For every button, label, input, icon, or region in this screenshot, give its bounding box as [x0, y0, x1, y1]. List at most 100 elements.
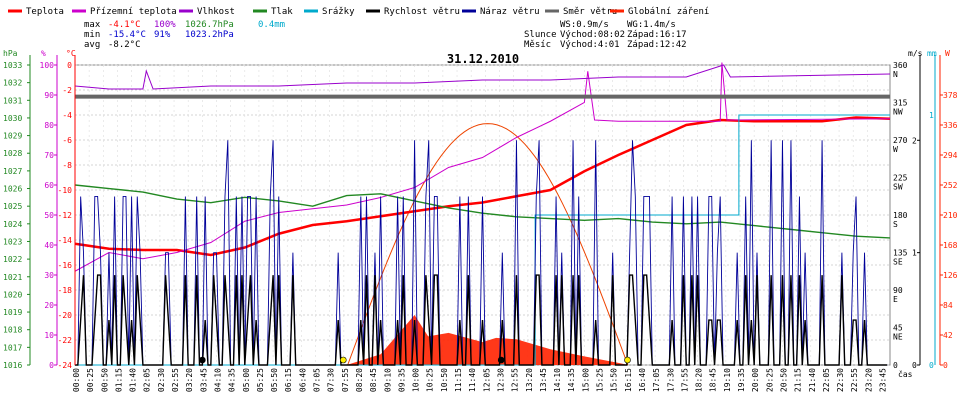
max-hum: 100%: [154, 20, 176, 30]
hpa-tick: 1017: [3, 343, 22, 352]
x-tick: 01:40: [129, 368, 138, 392]
marker-dot: [497, 356, 505, 364]
dir-compass: NW: [893, 108, 903, 117]
x-tick: 19:10: [723, 368, 732, 392]
x-tick: 02:55: [171, 368, 180, 392]
hpa-tick: 1021: [3, 273, 22, 282]
ms-tick: 2: [912, 136, 917, 145]
min-hum: 91%: [154, 30, 171, 40]
pct-tick: 90: [44, 91, 54, 100]
mm-tick: 0: [929, 361, 934, 370]
x-tick: 12:05: [482, 368, 491, 392]
dir-tick: 90: [893, 286, 903, 295]
w-tick: 378: [943, 91, 958, 100]
x-tick: 18:20: [695, 368, 704, 392]
w-tick: 336: [943, 121, 958, 130]
x-tick: 03:45: [199, 368, 208, 392]
ms-axis-label: m/s: [908, 49, 923, 58]
x-tick: 09:10: [383, 368, 392, 392]
x-tick: 02:30: [157, 368, 166, 392]
x-tick: 10:50: [440, 368, 449, 392]
w-tick: 84: [943, 301, 953, 310]
hpa-tick: 1016: [3, 361, 22, 370]
series-vlhkost: [74, 64, 891, 90]
temp-tick: -6: [62, 136, 72, 145]
sun-rise: Východ:08:02: [560, 30, 625, 40]
mm-axis-label: mm: [927, 49, 937, 58]
legend-label: Rychlost větru: [384, 7, 460, 17]
mm-tick: 1: [929, 111, 934, 120]
pct-tick: 100: [40, 61, 55, 70]
x-tick: 17:30: [666, 368, 675, 392]
legend-label: Teplota: [26, 7, 64, 17]
max-label: max: [84, 20, 101, 30]
x-tick: 13:45: [539, 368, 548, 392]
x-tick: 16:40: [638, 368, 647, 392]
w-tick: 168: [943, 241, 958, 250]
dir-compass: S: [893, 220, 898, 229]
x-tick: 13:20: [525, 368, 534, 392]
pct-tick: 80: [44, 121, 54, 130]
x-tick: 15:50: [610, 368, 619, 392]
x-tick: 12:30: [496, 368, 505, 392]
hpa-tick: 1026: [3, 185, 22, 194]
legend-label: Vlhkost: [197, 7, 235, 17]
x-tick: 05:25: [256, 368, 265, 392]
hpa-tick: 1019: [3, 308, 22, 317]
x-tick: 00:50: [100, 368, 109, 392]
moon-label: Měsíc: [524, 40, 551, 50]
x-tick: 20:00: [751, 368, 760, 392]
x-tick: 20:50: [779, 368, 788, 392]
chart-title: 31.12.2010: [447, 52, 519, 66]
hpa-tick: 1032: [3, 79, 22, 88]
pct-tick: 20: [44, 301, 54, 310]
legend-label: Globální záření: [628, 7, 709, 17]
x-tick: 04:35: [228, 368, 237, 392]
w-tick: 252: [943, 181, 958, 190]
x-tick: 07:30: [327, 368, 336, 392]
temp-tick: -10: [58, 186, 73, 195]
dir-tick: 45: [893, 324, 903, 333]
w-tick: 294: [943, 151, 958, 160]
x-tick: 07:05: [313, 368, 322, 392]
hpa-tick: 1029: [3, 132, 22, 141]
hpa-tick: 1031: [3, 96, 22, 105]
x-tick: 00:00: [72, 368, 81, 392]
x-tick: 04:10: [213, 368, 222, 392]
x-tick: 14:10: [553, 368, 562, 392]
wind-speed-info: WS:0.9m/s: [560, 20, 609, 30]
pct-tick: 50: [44, 211, 54, 220]
ms-tick: 0: [912, 361, 917, 370]
series-přízemní-teplota: [74, 62, 891, 272]
w-tick: 0: [943, 361, 948, 370]
pct-tick: 60: [44, 181, 54, 190]
series-rychlost-vetru: [75, 274, 888, 366]
x-tick: 06:15: [284, 368, 293, 392]
min-label: min: [84, 30, 100, 40]
temp-axis-label: °C: [66, 49, 76, 58]
x-tick: 11:40: [468, 368, 477, 392]
pct-tick: 10: [44, 331, 54, 340]
x-tick: 10:25: [426, 368, 435, 392]
w-tick: 126: [943, 271, 958, 280]
avg-temp: -8.2°C: [108, 40, 141, 50]
legend: Teplota Přízemní teplota Vlhkost Tlak Srážky…: [8, 7, 709, 17]
dir-tick: 180: [893, 211, 908, 220]
pct-tick: 30: [44, 271, 54, 280]
x-tick: 07:55: [341, 368, 350, 392]
x-tick: 05:00: [242, 368, 251, 392]
hpa-tick: 1018: [3, 326, 22, 335]
x-tick: 15:25: [596, 368, 605, 392]
x-tick: 08:45: [369, 368, 378, 392]
max-press: 1026.7hPa: [185, 20, 234, 30]
dir-tick: 0: [893, 361, 898, 370]
legend-label: Náraz větru: [480, 7, 540, 17]
x-tick: 22:30: [836, 368, 845, 392]
temp-tick: -20: [58, 311, 73, 320]
w-tick: 210: [943, 211, 958, 220]
max-solar-curve: [347, 123, 629, 366]
x-axis-label: čas: [898, 369, 913, 379]
x-tick: 18:45: [709, 368, 718, 392]
x-tick: 21:40: [808, 368, 817, 392]
